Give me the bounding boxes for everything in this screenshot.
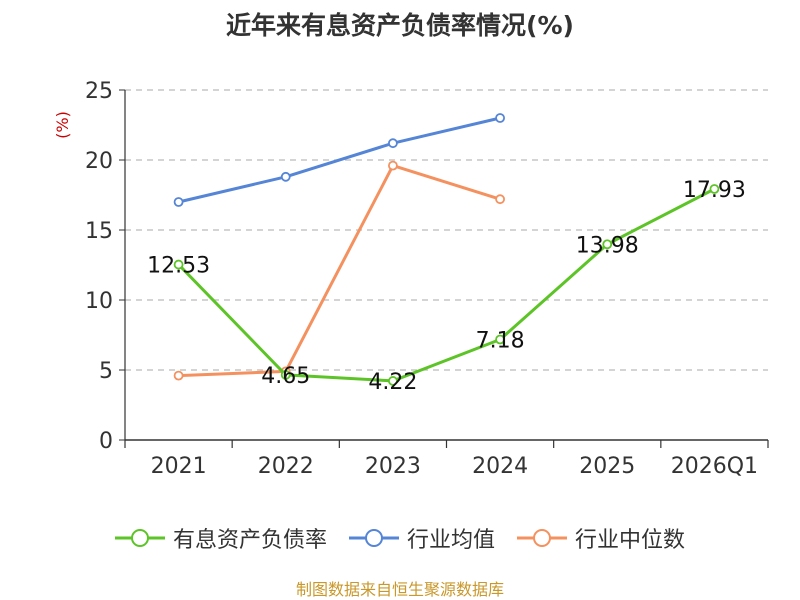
legend-label: 有息资产负债率: [172, 528, 327, 553]
y-axis-label: (%): [53, 111, 72, 139]
y-tick-label: 20: [85, 149, 113, 174]
data-point-0: [280, 369, 291, 380]
x-tick-label: 2021: [151, 454, 207, 479]
grid-lines: [125, 89, 768, 371]
data-label: 13.98: [576, 233, 639, 258]
y-tick-label: 0: [99, 429, 113, 454]
legend-label: 行业中位数: [575, 528, 686, 553]
legend: 有息资产负债率 行业均值 行业中位数: [0, 518, 800, 558]
legend-swatch: [517, 529, 567, 547]
x-tick-label: 2025: [579, 454, 635, 479]
series-line-2: [178, 164, 501, 378]
data-point-0: [173, 259, 184, 270]
legend-swatch: [348, 529, 399, 547]
x-tick-label: 2023: [365, 454, 421, 479]
legend-swatch: [114, 529, 165, 547]
data-label: 12.53: [147, 254, 210, 279]
legend-marker: [130, 529, 149, 547]
legend-marker: [533, 529, 551, 547]
series-line-0: [177, 187, 716, 383]
data-point-2: [388, 160, 398, 171]
data-point-0: [602, 239, 613, 250]
series-line-1: [178, 116, 501, 204]
y-tick-label: 25: [85, 79, 113, 104]
data-label: 4.22: [368, 370, 417, 395]
source-note: 制图数据来自恒生聚源数据库: [295, 580, 504, 599]
data-point-1: [173, 197, 184, 207]
x-tick-label: 2026Q1: [671, 454, 758, 479]
legend-item[interactable]: 行业中位数: [517, 522, 685, 554]
y-tick-label: 10: [85, 289, 113, 314]
x-tick-label: 2022: [258, 454, 314, 479]
data-point-0: [388, 376, 398, 386]
data-label: 4.65: [261, 364, 310, 389]
x-tick-label: 2024: [472, 454, 528, 479]
data-point-1: [495, 113, 505, 123]
y-tick-label: 5: [99, 359, 113, 384]
series-lines: [173, 113, 720, 386]
data-point-1: [388, 138, 398, 149]
data-label: 7.18: [476, 328, 525, 353]
data-point-2: [173, 370, 184, 381]
data-labels: 12.53 4.65 4.22 7.18 13.98 17.93: [147, 178, 746, 395]
data-label: 17.93: [683, 178, 746, 203]
data-point-1: [280, 171, 291, 182]
legend-item[interactable]: 行业均值: [348, 522, 495, 554]
data-point-0: [495, 334, 505, 345]
chart-title: 近年来有息资产负债率情况(%): [226, 11, 574, 40]
legend-marker: [364, 529, 383, 547]
data-point-0: [709, 184, 720, 194]
y-tick-label: 15: [85, 219, 113, 244]
data-point-2: [495, 194, 505, 205]
legend-item[interactable]: 有息资产负债率: [114, 522, 327, 554]
legend-label: 行业均值: [406, 528, 495, 553]
